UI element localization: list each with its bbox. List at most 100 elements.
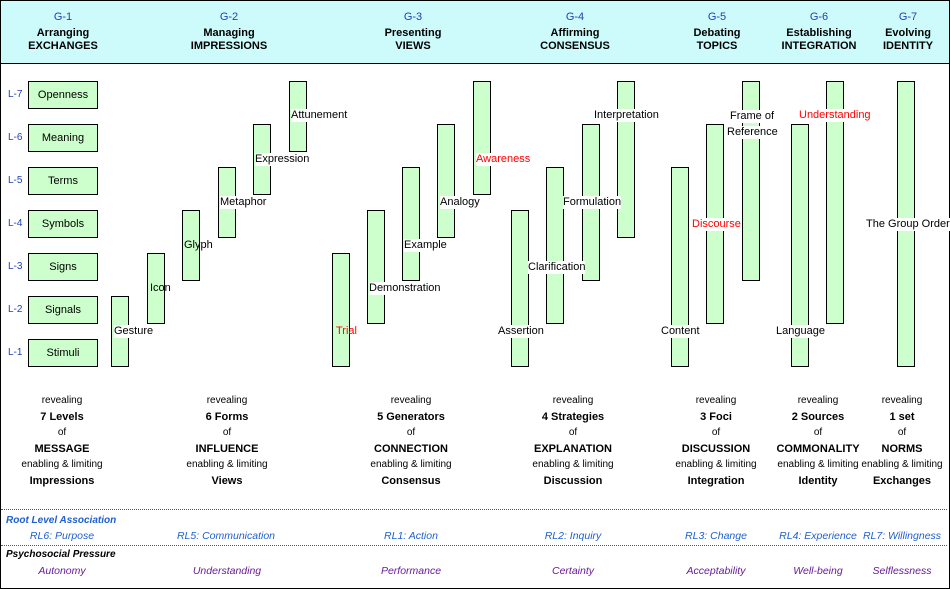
group-title: Evolving xyxy=(885,27,931,39)
group-id: G-7 xyxy=(898,11,918,23)
label-understanding: Understanding xyxy=(799,109,871,122)
label-glyph: Glyph xyxy=(184,239,213,251)
bar-glyph xyxy=(182,210,200,281)
label-metaphor: Metaphor xyxy=(220,196,267,209)
label-assertion: Assertion xyxy=(498,325,544,338)
pressure-item: Acceptability xyxy=(686,565,746,577)
level-label: L-5 xyxy=(8,175,23,186)
label-language: Language xyxy=(776,325,825,338)
level-box-signals: Signals xyxy=(28,296,98,324)
group-title: TOPICS xyxy=(696,40,738,52)
group-title: IDENTITY xyxy=(882,40,934,52)
bar-assertion xyxy=(511,210,529,367)
group-title: Presenting xyxy=(384,27,442,39)
summary-revealing: revealing xyxy=(552,395,594,406)
level-box-stimuli: Stimuli xyxy=(28,339,98,367)
root-level-item: RL6: Purpose xyxy=(29,530,95,542)
summary-revealing: revealing xyxy=(390,395,432,406)
group-id: G-4 xyxy=(565,11,585,23)
summary-enabling: enabling & limiting xyxy=(861,459,943,470)
label-awareness: Awareness xyxy=(476,153,531,166)
label-trial: Trial xyxy=(336,325,357,337)
label-frame-of: Frame of xyxy=(730,110,775,123)
level-box-meaning: Meaning xyxy=(28,124,98,152)
summary-of: of xyxy=(897,427,907,438)
group-header-g5: G-5 Debating TOPICS xyxy=(669,11,765,53)
summary-enabling: enabling & limiting xyxy=(370,459,452,470)
bar-trial xyxy=(332,253,350,367)
summary-count: 4 Strategies xyxy=(541,411,605,423)
summary-target: Exchanges xyxy=(872,475,932,487)
group-title: EXCHANGES xyxy=(28,40,98,52)
level-box-symbols: Symbols xyxy=(28,210,98,238)
label-attunement: Attunement xyxy=(291,109,348,122)
summary-noun: EXPLANATION xyxy=(533,443,613,455)
label-content: Content xyxy=(661,325,700,338)
summary-count: 5 Generators xyxy=(377,411,445,423)
summary-noun: NORMS xyxy=(881,443,923,455)
root-level-item: RL2: Inquiry xyxy=(544,530,602,542)
group-header-g4: G-4 Affirming CONSENSUS xyxy=(510,11,640,53)
group-title: Affirming xyxy=(550,27,600,39)
bar-example xyxy=(402,167,420,281)
level-label: L-4 xyxy=(8,218,23,229)
group-title: Arranging xyxy=(36,27,90,39)
group-title: VIEWS xyxy=(395,40,431,52)
summary-g1: revealing 7 Levels of MESSAGE enabling &… xyxy=(2,393,122,489)
bar-interpretation xyxy=(617,81,635,238)
bar-clarification xyxy=(546,167,564,324)
summary-enabling: enabling & limiting xyxy=(777,459,859,470)
summary-count: 6 Forms xyxy=(205,411,249,423)
root-level-heading: Root Level Association xyxy=(6,515,117,526)
summary-noun: DISCUSSION xyxy=(681,443,751,455)
pressure-item: Certainty xyxy=(551,565,594,577)
summary-enabling: enabling & limiting xyxy=(186,459,268,470)
root-level-item: RL7: Willingness xyxy=(862,530,942,542)
bar-understanding xyxy=(826,81,844,324)
summary-of: of xyxy=(813,427,823,438)
group-header-g6: G-6 Establishing INTEGRATION xyxy=(773,11,865,53)
summary-count: 2 Sources xyxy=(791,411,845,423)
label-clarification: Clarification xyxy=(528,261,586,274)
summary-revealing: revealing xyxy=(41,395,83,406)
label-group-order: The Group Order xyxy=(866,218,950,231)
summary-target: Discussion xyxy=(543,475,603,487)
divider xyxy=(1,509,947,510)
bar-awareness xyxy=(473,81,491,195)
summary-enabling: enabling & limiting xyxy=(21,459,103,470)
pressure-item: Autonomy xyxy=(38,565,86,577)
root-level-item: RL5: Communication xyxy=(176,530,276,542)
group-header-g7: G-7 Evolving IDENTITY xyxy=(869,11,947,53)
summary-target: Integration xyxy=(687,475,745,487)
level-label: L-2 xyxy=(8,304,23,315)
summary-revealing: revealing xyxy=(206,395,248,406)
group-id: G-1 xyxy=(53,11,73,23)
level-box-terms: Terms xyxy=(28,167,98,195)
summary-g6: revealing 2 Sources of COMMONALITY enabl… xyxy=(758,393,878,489)
level-label: L-6 xyxy=(8,132,23,143)
group-id: G-5 xyxy=(707,11,727,23)
level-box-signs: Signs xyxy=(28,253,98,281)
group-id: G-3 xyxy=(403,11,423,23)
label-expression: Expression xyxy=(255,153,310,166)
summary-target: Identity xyxy=(798,475,838,487)
group-header-g2: G-2 Managing IMPRESSIONS xyxy=(164,11,294,53)
group-header-g1: G-1 Arranging EXCHANGES xyxy=(1,11,125,53)
bar-language xyxy=(791,124,809,367)
summary-target: Consensus xyxy=(381,475,441,487)
level-label: L-1 xyxy=(8,347,23,358)
divider xyxy=(1,545,947,546)
summary-g3: revealing 5 Generators of CONNECTION ena… xyxy=(351,393,471,489)
summary-noun: INFLUENCE xyxy=(195,443,259,455)
label-reference: Reference xyxy=(727,126,778,139)
summary-count: 7 Levels xyxy=(40,411,84,423)
pressure-item: Selflessness xyxy=(872,565,932,577)
summary-revealing: revealing xyxy=(881,395,923,406)
summary-count: 3 Foci xyxy=(700,411,732,423)
group-id: G-6 xyxy=(809,11,829,23)
label-icon: Icon xyxy=(150,282,171,294)
pressure-heading: Psychosocial Pressure xyxy=(6,549,116,560)
level-label: L-7 xyxy=(8,89,23,100)
pressure-item: Understanding xyxy=(192,565,262,577)
root-level-item: RL4: Experience xyxy=(779,530,857,542)
